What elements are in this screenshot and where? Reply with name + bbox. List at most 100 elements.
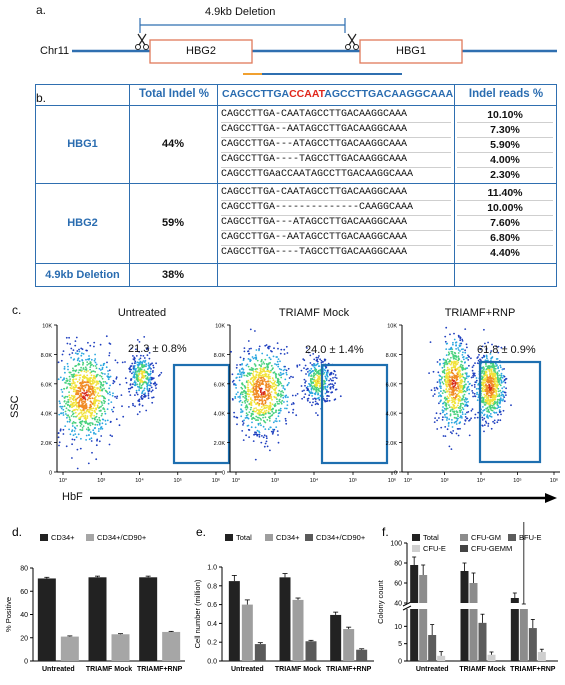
flow-event: [241, 401, 244, 404]
x-tick-label: 10³: [97, 478, 105, 484]
flow-event: [318, 378, 321, 381]
flow-event: [253, 400, 256, 402]
flow-event: [276, 379, 279, 382]
flow-event: [290, 375, 292, 378]
flow-event: [263, 434, 266, 437]
flow-event: [441, 366, 444, 369]
flow-event: [499, 364, 502, 367]
flow-event: [493, 412, 496, 414]
flow-event: [318, 380, 320, 383]
legend-swatch: [40, 534, 48, 541]
flow-event: [121, 361, 124, 364]
flow-event: [86, 415, 89, 418]
flow-event: [466, 411, 468, 414]
flow-event: [320, 361, 323, 364]
flow-event: [487, 359, 489, 362]
flow-event: [246, 386, 249, 389]
flow-event: [107, 370, 109, 372]
flow-event: [91, 397, 94, 400]
flow-event: [487, 425, 490, 427]
flow-event: [268, 356, 271, 359]
flow-event: [277, 409, 280, 412]
flow-event: [502, 399, 504, 402]
flow-event: [59, 429, 62, 432]
sequence-row: CAGCCTTGA--AATAGCCTTGACAAGGCAAA: [221, 231, 451, 246]
flow-event: [88, 395, 91, 398]
flow-event: [449, 410, 452, 413]
flow-event: [124, 361, 126, 363]
flow-event: [255, 382, 257, 385]
flow-event: [235, 387, 238, 389]
flow-event: [259, 391, 262, 393]
flow-event: [481, 419, 484, 421]
flow-event: [96, 405, 99, 407]
flow-event: [143, 357, 146, 359]
flow-event: [104, 423, 107, 425]
flow-event: [316, 414, 319, 417]
flow-event: [255, 374, 258, 377]
flow-event: [86, 422, 89, 425]
flow-event: [146, 383, 149, 386]
flow-event: [251, 388, 253, 390]
legend-label: CD34+/CD90+: [97, 533, 147, 542]
flow-event: [499, 402, 501, 405]
flow-event: [244, 391, 247, 393]
flow-event: [69, 386, 72, 389]
flow-event: [232, 379, 235, 382]
flow-event: [247, 384, 249, 386]
flow-event: [313, 366, 316, 369]
flow-event: [465, 343, 468, 346]
flow-event: [73, 409, 76, 412]
flow-event: [149, 378, 152, 381]
flow-event: [250, 347, 252, 350]
flow-event: [259, 410, 262, 413]
flow-event: [484, 371, 487, 373]
flow-event: [70, 356, 72, 359]
flow-event: [83, 411, 86, 413]
flow-event: [315, 412, 317, 414]
flow-event: [69, 403, 72, 406]
flow-event: [481, 356, 484, 359]
flow-event: [491, 409, 494, 412]
flow-event: [154, 382, 157, 385]
flow-event: [486, 386, 488, 389]
flow-event: [77, 413, 80, 415]
flow-event: [268, 416, 271, 418]
flow-event: [254, 398, 256, 400]
flow-event: [470, 376, 473, 379]
flow-event: [262, 403, 265, 406]
flow-event: [498, 393, 501, 396]
flow-event: [152, 364, 155, 367]
flow-event: [280, 376, 283, 379]
flow-event: [256, 412, 259, 415]
flow-event: [84, 386, 87, 389]
flow-event: [140, 368, 142, 371]
flow-event: [244, 402, 247, 404]
flow-event: [454, 354, 457, 357]
flow-event: [74, 340, 77, 342]
flow-event: [316, 397, 319, 400]
flow-event: [277, 441, 280, 444]
flow-event: [491, 400, 494, 403]
flow-event: [151, 371, 154, 373]
flow-event: [101, 404, 104, 406]
axis-break-mark: [402, 601, 412, 607]
bar-lower: [410, 609, 419, 661]
flow-event: [235, 366, 238, 369]
flow-event: [453, 360, 455, 363]
category-label: Untreated: [42, 666, 75, 673]
y-tick-label: 2.0K: [41, 441, 53, 447]
flow-event: [310, 391, 313, 394]
flow-event: [432, 370, 435, 373]
ssc-axis-label: SSC: [9, 395, 21, 418]
flow-event: [75, 404, 78, 407]
flow-event: [264, 401, 267, 403]
flow-event: [439, 412, 442, 415]
flow-event: [64, 425, 67, 427]
flow-event: [76, 405, 78, 408]
flow-event: [100, 405, 102, 408]
flow-event: [137, 363, 140, 366]
flow-event: [141, 366, 144, 369]
flow-event: [467, 411, 470, 413]
flow-event: [466, 346, 468, 349]
